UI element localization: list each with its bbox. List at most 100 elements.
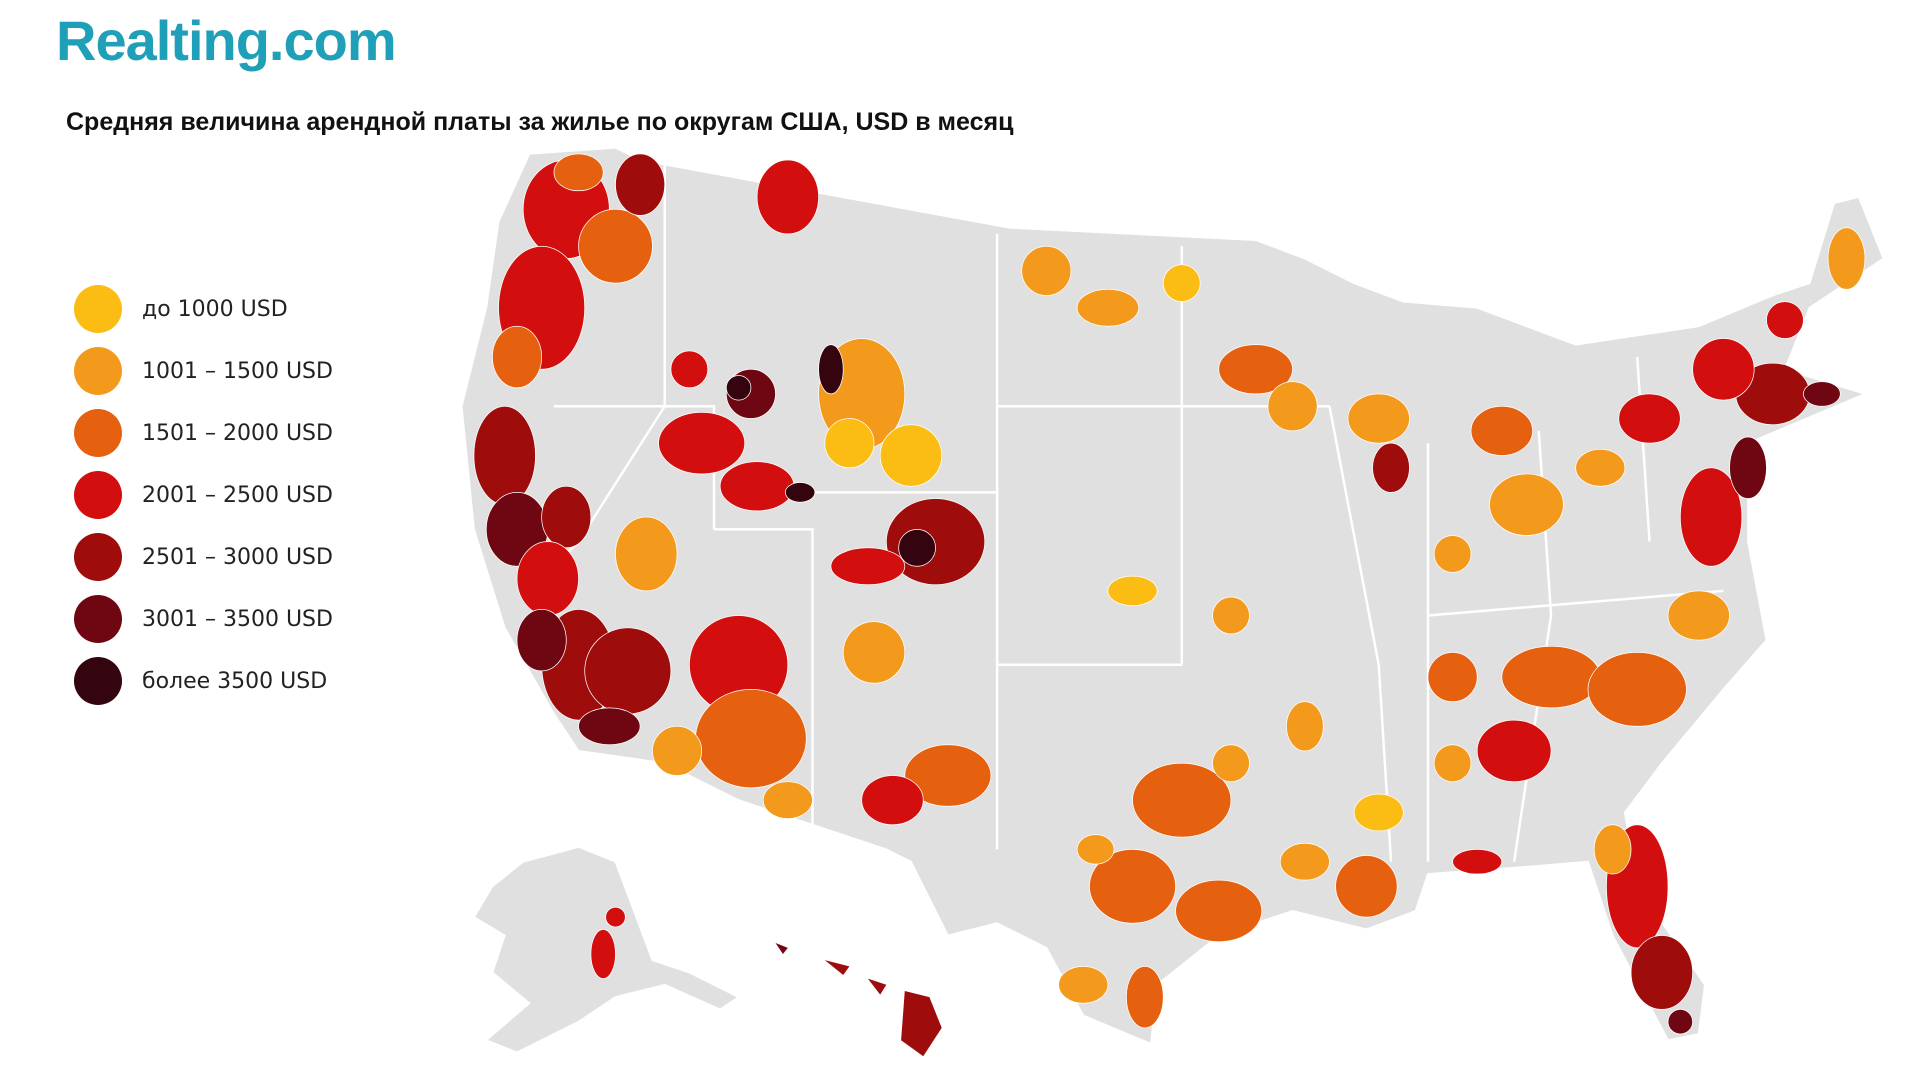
- county-cluster: [762, 781, 813, 819]
- county-cluster: [584, 627, 672, 715]
- county-cluster: [670, 350, 709, 389]
- county-cluster: [615, 516, 678, 592]
- county-cluster: [1433, 744, 1472, 783]
- county-cluster: [1667, 1009, 1693, 1035]
- county-cluster: [1132, 762, 1232, 838]
- county-cluster: [578, 208, 653, 284]
- county-cluster: [818, 344, 844, 395]
- legend-item: 1001 – 1500 USD: [74, 340, 333, 402]
- county-cluster: [1501, 645, 1601, 709]
- legend-swatch: [74, 471, 122, 519]
- county-cluster: [615, 153, 666, 216]
- county-cluster: [1335, 855, 1398, 918]
- county-cluster: [516, 608, 567, 672]
- county-cluster: [1286, 701, 1324, 752]
- legend-label: более 3500 USD: [142, 668, 328, 694]
- legend: до 1000 USD 1001 – 1500 USD 1501 – 2000 US…: [74, 278, 333, 712]
- map-title: Средняя величина арендной платы за жилье…: [66, 108, 1014, 136]
- county-cluster: [1593, 824, 1632, 875]
- county-cluster: [1212, 744, 1250, 783]
- county-cluster: [1162, 264, 1201, 302]
- county-cluster: [1587, 652, 1687, 727]
- county-cluster: [492, 325, 543, 389]
- county-cluster: [785, 482, 816, 503]
- county-cluster: [1803, 381, 1841, 407]
- legend-label: 1001 – 1500 USD: [142, 358, 333, 384]
- legend-item: более 3500 USD: [74, 650, 333, 712]
- hawaii: [867, 978, 887, 995]
- legend-item: 2001 – 2500 USD: [74, 464, 333, 526]
- county-cluster: [578, 707, 641, 746]
- county-cluster: [1021, 245, 1072, 296]
- county-cluster: [1212, 596, 1250, 635]
- legend-item: 2501 – 3000 USD: [74, 526, 333, 588]
- county-cluster: [725, 375, 752, 401]
- county-cluster: [652, 725, 703, 776]
- county-cluster: [1575, 448, 1626, 487]
- legend-item: 1501 – 2000 USD: [74, 402, 333, 464]
- county-cluster: [473, 405, 536, 506]
- county-cluster: [904, 744, 992, 807]
- county-cluster: [541, 485, 592, 549]
- hawaii: [901, 990, 942, 1057]
- county-cluster: [695, 688, 807, 789]
- county-cluster: [1827, 227, 1866, 290]
- legend-label: 3001 – 3500 USD: [142, 606, 333, 632]
- hawaii: [824, 960, 850, 975]
- county-cluster: [842, 621, 906, 684]
- county-cluster: [824, 418, 875, 469]
- legend-label: 2001 – 2500 USD: [142, 482, 333, 508]
- county-cluster: [1489, 473, 1564, 536]
- county-cluster: [1267, 381, 1318, 432]
- county-cluster: [1470, 405, 1533, 456]
- county-cluster: [1107, 575, 1158, 607]
- legend-label: 2501 – 3000 USD: [142, 544, 333, 570]
- legend-swatch: [74, 285, 122, 333]
- legend-swatch: [74, 347, 122, 395]
- county-cluster: [1427, 652, 1478, 703]
- hawaii: [775, 942, 788, 955]
- legend-swatch: [74, 595, 122, 643]
- county-cluster: [1058, 965, 1109, 1004]
- county-cluster: [830, 547, 906, 586]
- county-cluster: [590, 929, 616, 980]
- county-cluster: [756, 159, 819, 235]
- legend-item: 3001 – 3500 USD: [74, 588, 333, 650]
- county-cluster: [658, 412, 746, 475]
- county-cluster: [1679, 467, 1743, 567]
- legend-label: 1501 – 2000 USD: [142, 420, 333, 446]
- county-cluster: [1618, 393, 1681, 444]
- county-cluster: [1452, 849, 1503, 875]
- county-fills: [473, 153, 1866, 1035]
- county-cluster: [1347, 393, 1410, 444]
- county-cluster: [1125, 965, 1164, 1029]
- county-cluster: [1089, 849, 1176, 924]
- map-layer: [460, 146, 1885, 1057]
- us-mainland: [460, 146, 1885, 1046]
- county-cluster: [1076, 288, 1140, 327]
- county-cluster: [879, 424, 943, 487]
- county-cluster: [898, 528, 936, 567]
- county-cluster: [1076, 834, 1115, 865]
- legend-label: до 1000 USD: [142, 296, 288, 322]
- legend-swatch: [74, 409, 122, 457]
- county-cluster: [1353, 793, 1404, 832]
- county-cluster: [719, 461, 795, 512]
- county-cluster: [1476, 719, 1552, 783]
- county-cluster: [1630, 935, 1693, 1010]
- county-cluster: [861, 775, 924, 826]
- county-cluster: [1766, 301, 1804, 339]
- county-cluster: [1218, 344, 1293, 395]
- legend-item: до 1000 USD: [74, 278, 333, 340]
- logo[interactable]: Realting.com: [56, 9, 397, 72]
- county-cluster: [516, 541, 579, 616]
- legend-swatch: [74, 533, 122, 581]
- county-cluster: [1433, 535, 1472, 573]
- county-cluster: [553, 153, 604, 192]
- county-cluster: [1692, 338, 1755, 401]
- county-cluster: [1372, 442, 1410, 493]
- county-cluster: [605, 906, 626, 928]
- county-cluster: [1175, 879, 1263, 943]
